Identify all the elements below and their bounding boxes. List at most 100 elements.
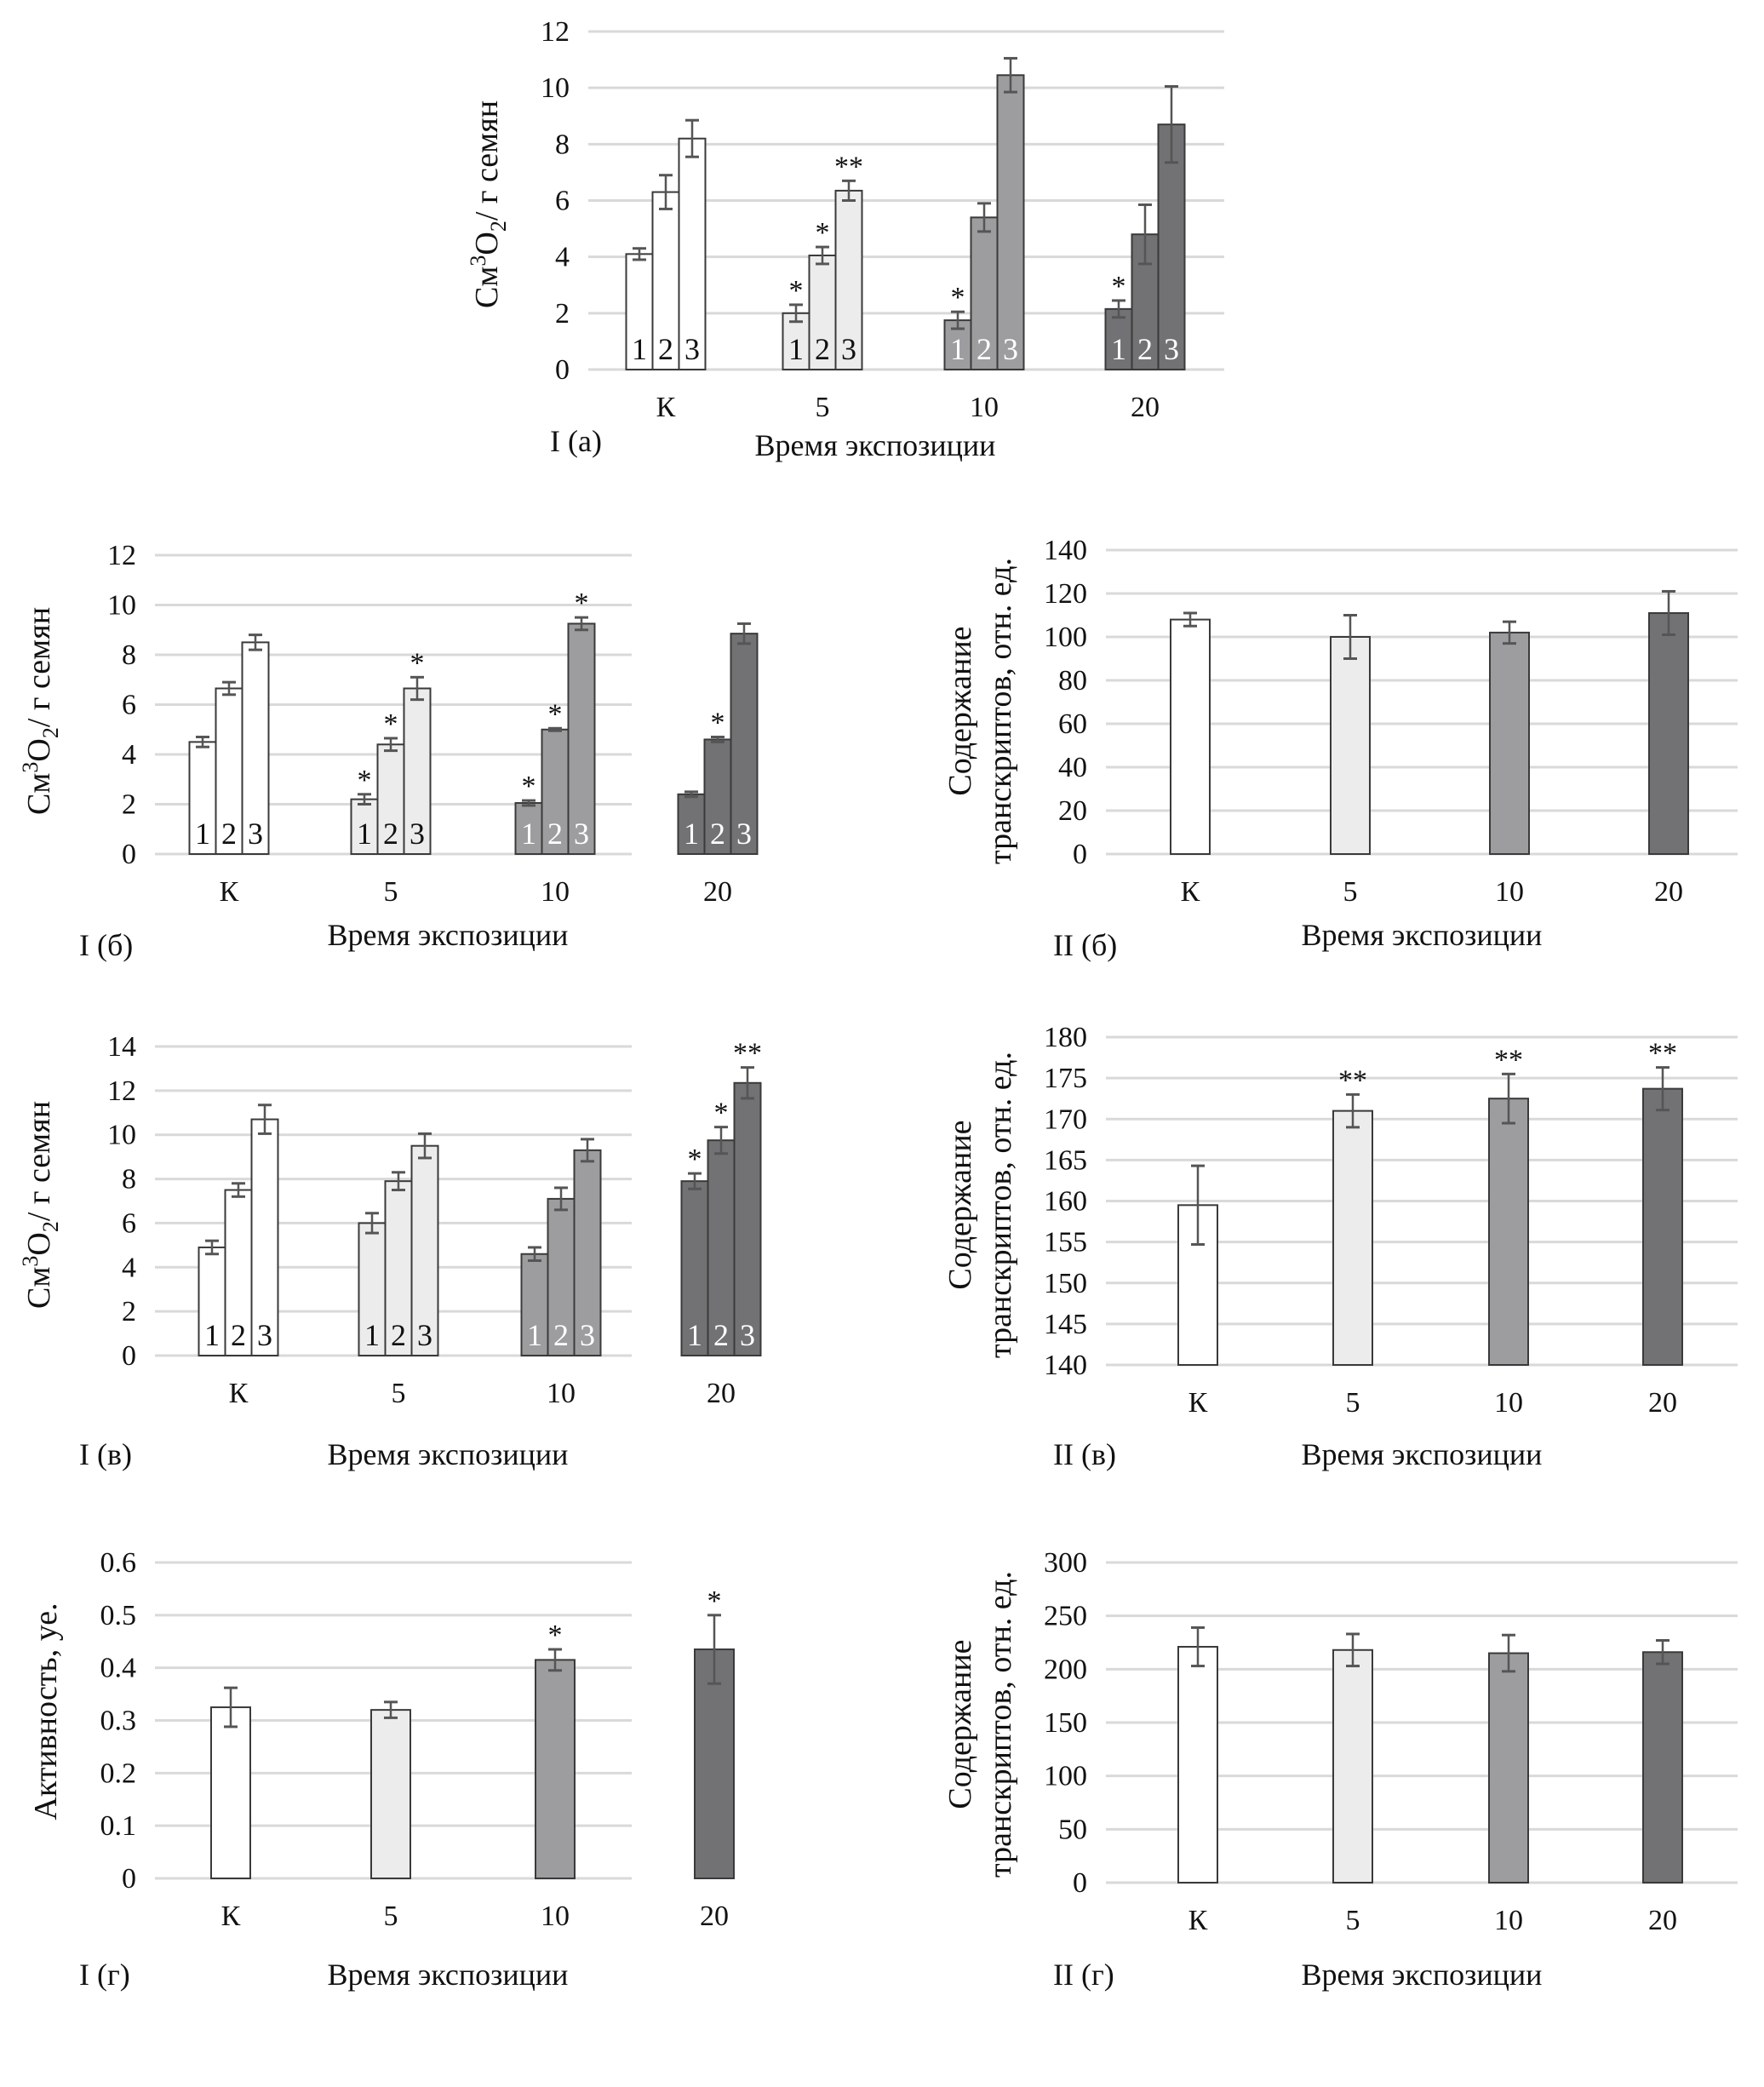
bar-series-label: 2 bbox=[1137, 332, 1153, 366]
significance-mark: * bbox=[522, 771, 536, 802]
bar-series-label: 3 bbox=[257, 1318, 272, 1352]
bar-series-label: 2 bbox=[658, 332, 673, 366]
bar bbox=[567, 622, 596, 855]
bar bbox=[707, 1139, 736, 1356]
y-tick-label: 0 bbox=[1073, 839, 1087, 870]
x-tick-label: 5 bbox=[392, 1378, 406, 1409]
bar bbox=[808, 255, 837, 371]
y-tick-label: 6 bbox=[555, 186, 570, 217]
y-tick-label: 12 bbox=[107, 1075, 136, 1107]
chart-II(b): 0 20 40 60 80 100 120 140 К 5 10 20 II (б) Время эксп… bbox=[942, 535, 1738, 962]
y-title-sup: 3 bbox=[18, 762, 43, 773]
y-tick-label: 10 bbox=[107, 1120, 136, 1151]
y-title-part: О bbox=[21, 738, 57, 761]
y-tick-label: 2 bbox=[122, 1296, 136, 1327]
panel-label: I (в) bbox=[79, 1437, 132, 1471]
y-tick-label: 80 bbox=[1058, 665, 1087, 697]
x-tick-label: К bbox=[1188, 1387, 1208, 1419]
x-tick-label: 5 bbox=[816, 392, 830, 423]
bar-series-label: 1 bbox=[1111, 332, 1126, 366]
x-tick-label: 5 bbox=[1343, 876, 1358, 908]
bar bbox=[1488, 1098, 1529, 1366]
bar-series-label: 3 bbox=[736, 817, 752, 851]
y-tick-label: 145 bbox=[1044, 1309, 1087, 1340]
bar bbox=[241, 641, 270, 855]
y-tick-label: 140 bbox=[1044, 1350, 1087, 1381]
x-tick-label: К bbox=[220, 876, 239, 908]
significance-mark: * bbox=[358, 765, 372, 796]
y-tick-label: 0.1 bbox=[100, 1810, 137, 1842]
y-tick-label: 200 bbox=[1044, 1654, 1087, 1685]
significance-mark: ** bbox=[1338, 1064, 1367, 1096]
y-tick-label: 165 bbox=[1044, 1144, 1087, 1176]
y-tick-label: 0 bbox=[1073, 1867, 1087, 1899]
significance-mark: * bbox=[384, 708, 398, 740]
bar-series-label: 1 bbox=[195, 817, 210, 851]
bar bbox=[733, 1081, 762, 1356]
y-tick-label: 0.6 bbox=[100, 1547, 137, 1579]
bar bbox=[1332, 1109, 1373, 1366]
x-tick-label: 10 bbox=[1494, 1905, 1523, 1936]
x-tick-label: К bbox=[229, 1378, 249, 1409]
y-tick-label: 8 bbox=[122, 1164, 136, 1195]
y-tick-label: 14 bbox=[107, 1031, 136, 1063]
bar bbox=[680, 1180, 709, 1357]
y-axis-title: Содержание bbox=[942, 1639, 978, 1809]
bar bbox=[535, 1659, 576, 1880]
y-tick-label: 12 bbox=[541, 16, 570, 48]
y-tick-label: 0 bbox=[555, 354, 570, 386]
significance-mark: * bbox=[816, 217, 830, 249]
bar-series-label: 2 bbox=[231, 1318, 246, 1352]
bar-series-label: 2 bbox=[221, 817, 237, 851]
significance-mark: * bbox=[548, 698, 563, 730]
bar-series-label: 1 bbox=[204, 1318, 220, 1352]
y-tick-label: 100 bbox=[1044, 622, 1087, 653]
x-tick-label: К bbox=[1188, 1905, 1208, 1936]
y-tick-label: 4 bbox=[122, 1252, 136, 1283]
y-title-part: / г семян bbox=[469, 100, 505, 221]
y-title-sub: 2 bbox=[38, 1221, 63, 1232]
y-title-sub: 2 bbox=[38, 727, 63, 738]
bar-series-label: 2 bbox=[710, 817, 725, 851]
bar-series-label: 3 bbox=[1164, 332, 1179, 366]
y-title-part: О bbox=[21, 1232, 57, 1255]
y-tick-label: 180 bbox=[1044, 1022, 1087, 1053]
significance-mark: * bbox=[1112, 271, 1126, 302]
x-tick-label: 20 bbox=[700, 1901, 729, 1932]
bar bbox=[358, 1222, 387, 1357]
y-tick-label: 250 bbox=[1044, 1601, 1087, 1632]
y-title-sub: 2 bbox=[486, 221, 511, 232]
bar-series-label: 2 bbox=[815, 332, 830, 366]
bar-series-label: 3 bbox=[740, 1318, 755, 1352]
significance-mark: * bbox=[688, 1144, 702, 1175]
x-tick-label: 5 bbox=[1346, 1905, 1360, 1936]
bar-series-label: 2 bbox=[976, 332, 992, 366]
y-axis-title: Содержание bbox=[942, 626, 978, 795]
panel-label: II (б) bbox=[1053, 928, 1117, 962]
bar bbox=[1488, 1652, 1529, 1883]
y-tick-label: 10 bbox=[541, 72, 570, 104]
y-tick-label: 300 bbox=[1044, 1547, 1087, 1579]
bar bbox=[1332, 1648, 1373, 1883]
chart-I(g): 0 0.1 0.2 0.3 0.4 0.5 0.6 К 5 10 20 * * I (г) Время эк… bbox=[28, 1547, 735, 1992]
y-tick-label: 0 bbox=[122, 1863, 136, 1895]
x-tick-label: 20 bbox=[703, 876, 732, 908]
x-tick-label: 5 bbox=[384, 1901, 398, 1932]
x-tick-label: 10 bbox=[1494, 1387, 1523, 1419]
x-tick-label: 20 bbox=[1648, 1387, 1677, 1419]
y-tick-label: 140 bbox=[1044, 535, 1087, 566]
panel-label: II (в) bbox=[1053, 1437, 1116, 1471]
bar-series-label: 2 bbox=[713, 1318, 729, 1352]
bar bbox=[210, 1706, 251, 1879]
x-axis-title: Время экспозиции bbox=[328, 918, 569, 952]
x-axis-title: Время экспозиции bbox=[1302, 1437, 1543, 1471]
y-tick-label: 0 bbox=[122, 1340, 136, 1372]
bar-series-label: 1 bbox=[527, 1318, 542, 1352]
x-tick-label: К bbox=[1181, 876, 1200, 908]
bar-series-label: 1 bbox=[364, 1318, 380, 1352]
panel-label: I (а) bbox=[550, 424, 602, 458]
y-tick-label: 2 bbox=[555, 298, 570, 330]
y-axis-title: транскриптов, отн. ед. bbox=[982, 1052, 1018, 1358]
bar bbox=[514, 802, 543, 855]
